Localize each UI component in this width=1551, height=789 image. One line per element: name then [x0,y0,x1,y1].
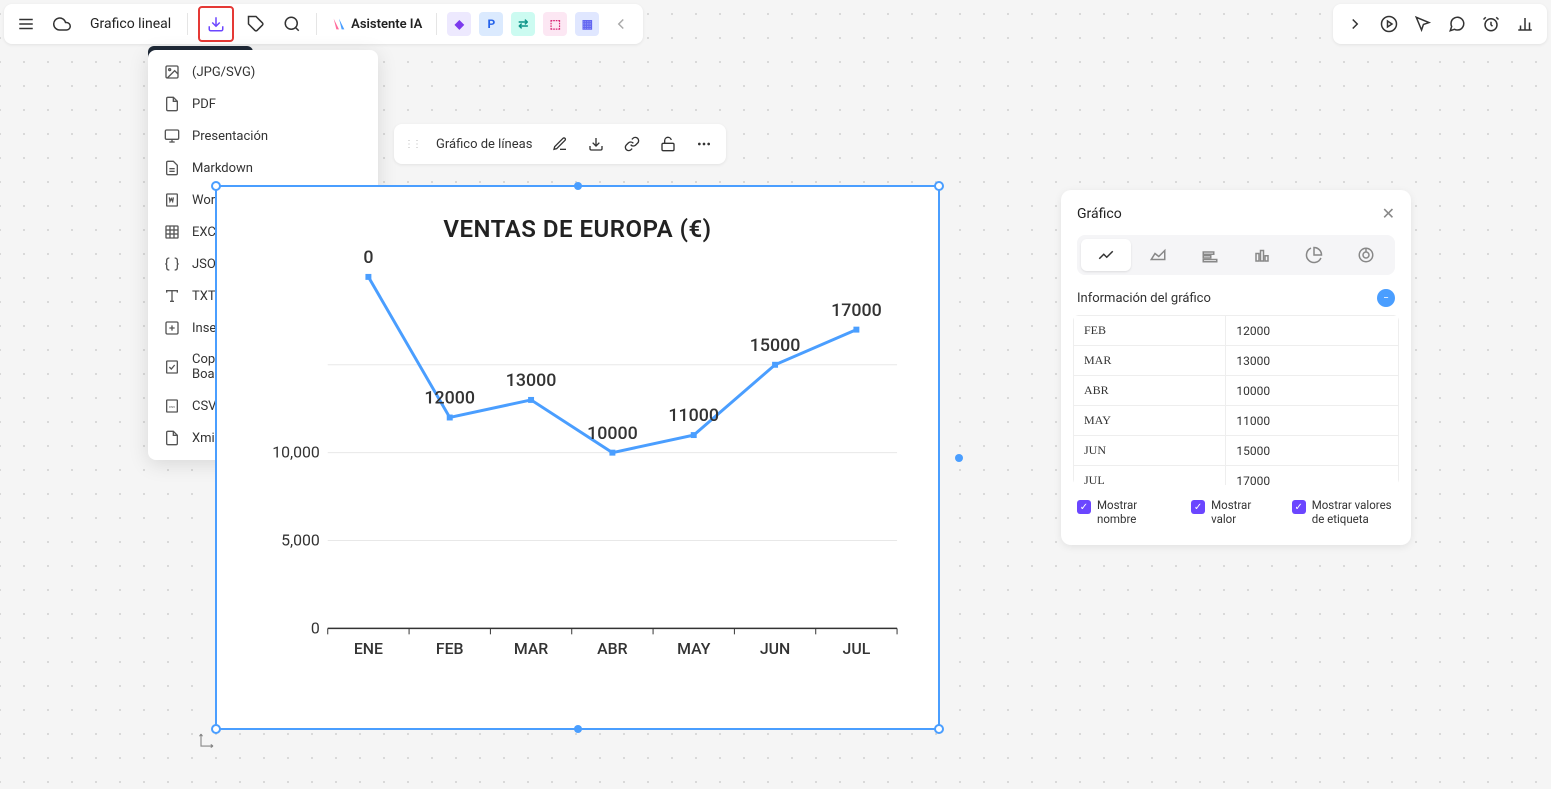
resize-handle[interactable] [574,725,582,733]
resize-handle[interactable] [934,724,944,734]
chart-floating-toolbar: ⋮⋮ Gráfico de líneas [394,124,726,164]
divider [187,13,188,35]
svg-text:ENE: ENE [354,639,383,658]
checkbox-show-value[interactable]: ✓Mostrar valor [1191,499,1274,527]
tag-icon[interactable] [242,10,270,38]
tab-donut-chart[interactable] [1341,239,1391,271]
ai-logo-icon [331,16,347,32]
mini-tool-1[interactable]: ◆ [447,12,471,36]
table-row[interactable]: MAY11000 [1074,406,1399,436]
chevron-left-icon[interactable] [607,10,635,38]
svg-text:5,000: 5,000 [281,530,320,549]
table-row[interactable]: ABR10000 [1074,376,1399,406]
chart-title: VENTAS DE EUROPA (€) [217,215,938,243]
close-icon[interactable]: ✕ [1382,204,1395,223]
divider [436,13,437,35]
chart-icon[interactable] [1509,10,1541,38]
resize-handle[interactable] [574,182,582,190]
resize-handle[interactable] [211,181,221,191]
tab-pie-chart[interactable] [1289,239,1339,271]
mini-tool-3[interactable]: ⇄ [511,12,535,36]
table-row[interactable]: FEB12000 [1074,316,1399,346]
svg-text:JUL: JUL [843,639,871,658]
svg-text:FEB: FEB [436,639,464,658]
tab-area-chart[interactable] [1133,239,1183,271]
chart-display-options: ✓Mostrar nombre ✓Mostrar valor ✓Mostrar … [1061,485,1411,531]
section-label: Información del gráfico [1077,291,1211,306]
export-item-markdown[interactable]: Markdown [148,152,378,184]
mini-tool-5[interactable]: ▦ [575,12,599,36]
play-icon[interactable] [1373,10,1405,38]
top-toolbar: Grafico lineal Asistente IA ◆ P ⇄ ⬚ ▦ [4,4,643,44]
ai-assistant-button[interactable]: Asistente IA [327,16,426,32]
svg-text:13000: 13000 [506,370,557,391]
chart-plot-area: ENEFEBMARABRMAYJUNJUL05,00010,0000120001… [297,267,908,668]
lock-icon[interactable] [652,128,684,160]
svg-text:MAR: MAR [514,639,548,658]
drag-handle-icon[interactable]: ⋮⋮ [400,139,424,150]
checkbox-show-name[interactable]: ✓Mostrar nombre [1077,499,1173,527]
menu-icon[interactable] [12,10,40,38]
table-row[interactable]: MAR13000 [1074,346,1399,376]
export-item-image[interactable]: (JPG/SVG) [148,56,378,88]
chevron-right-icon[interactable] [1339,10,1371,38]
svg-text:JUN: JUN [760,639,790,658]
chart-properties-panel: Gráfico ✕ Información del gráfico − FEB1… [1061,190,1411,545]
mini-tool-2[interactable]: P [479,12,503,36]
collapse-icon[interactable]: − [1377,289,1395,307]
more-icon[interactable] [688,128,720,160]
mini-tool-4[interactable]: ⬚ [543,12,567,36]
table-row[interactable]: JUN15000 [1074,436,1399,466]
edit-icon[interactable] [544,128,576,160]
ai-assistant-label: Asistente IA [351,17,422,32]
chart-data-table: FEB12000MAR13000ABR10000MAY11000JUN15000… [1073,315,1399,485]
svg-text:0: 0 [363,247,373,268]
svg-text:15000: 15000 [750,335,801,356]
download-icon[interactable] [580,128,612,160]
cursor-icon[interactable] [1407,10,1439,38]
chart-container[interactable]: VENTAS DE EUROPA (€) ENE FEB MAR ABR MAY JUN J… [215,185,940,730]
svg-text:ABR: ABR [597,639,627,658]
chart-svg: ENEFEBMARABRMAYJUNJUL05,00010,0000120001… [297,267,908,668]
svg-text:17000: 17000 [831,300,882,321]
top-toolbar-right [1333,4,1547,44]
export-item-pdf[interactable]: PDF [148,88,378,120]
export-icon[interactable] [202,10,230,38]
svg-text:0: 0 [311,618,320,637]
cloud-icon[interactable] [48,10,76,38]
svg-text:10,000: 10,000 [272,443,320,462]
svg-text:11000: 11000 [668,405,719,426]
svg-text:MAY: MAY [677,639,711,658]
table-row[interactable]: JUL17000 [1074,466,1399,486]
tab-column-chart[interactable] [1237,239,1287,271]
file-title[interactable]: Grafico lineal [84,16,177,32]
axis-direction-icon [198,731,216,753]
resize-handle[interactable] [955,454,963,462]
tab-bar-chart[interactable] [1185,239,1235,271]
export-item-presentation[interactable]: Presentación [148,120,378,152]
divider [316,13,317,35]
export-button-highlight [198,6,234,42]
tab-line-chart[interactable] [1081,239,1131,271]
comment-icon[interactable] [1441,10,1473,38]
svg-text:csv: csv [169,404,175,409]
link-icon[interactable] [616,128,648,160]
svg-text:12000: 12000 [424,388,475,409]
search-icon[interactable] [278,10,306,38]
panel-title: Gráfico [1077,206,1122,222]
checkbox-show-labels[interactable]: ✓Mostrar valores de etiqueta [1292,499,1395,527]
resize-handle[interactable] [934,181,944,191]
svg-text:10000: 10000 [587,423,638,444]
chart-type-tabs [1077,235,1395,275]
chart-type-label[interactable]: Gráfico de líneas [428,137,540,152]
timer-icon[interactable] [1475,10,1507,38]
